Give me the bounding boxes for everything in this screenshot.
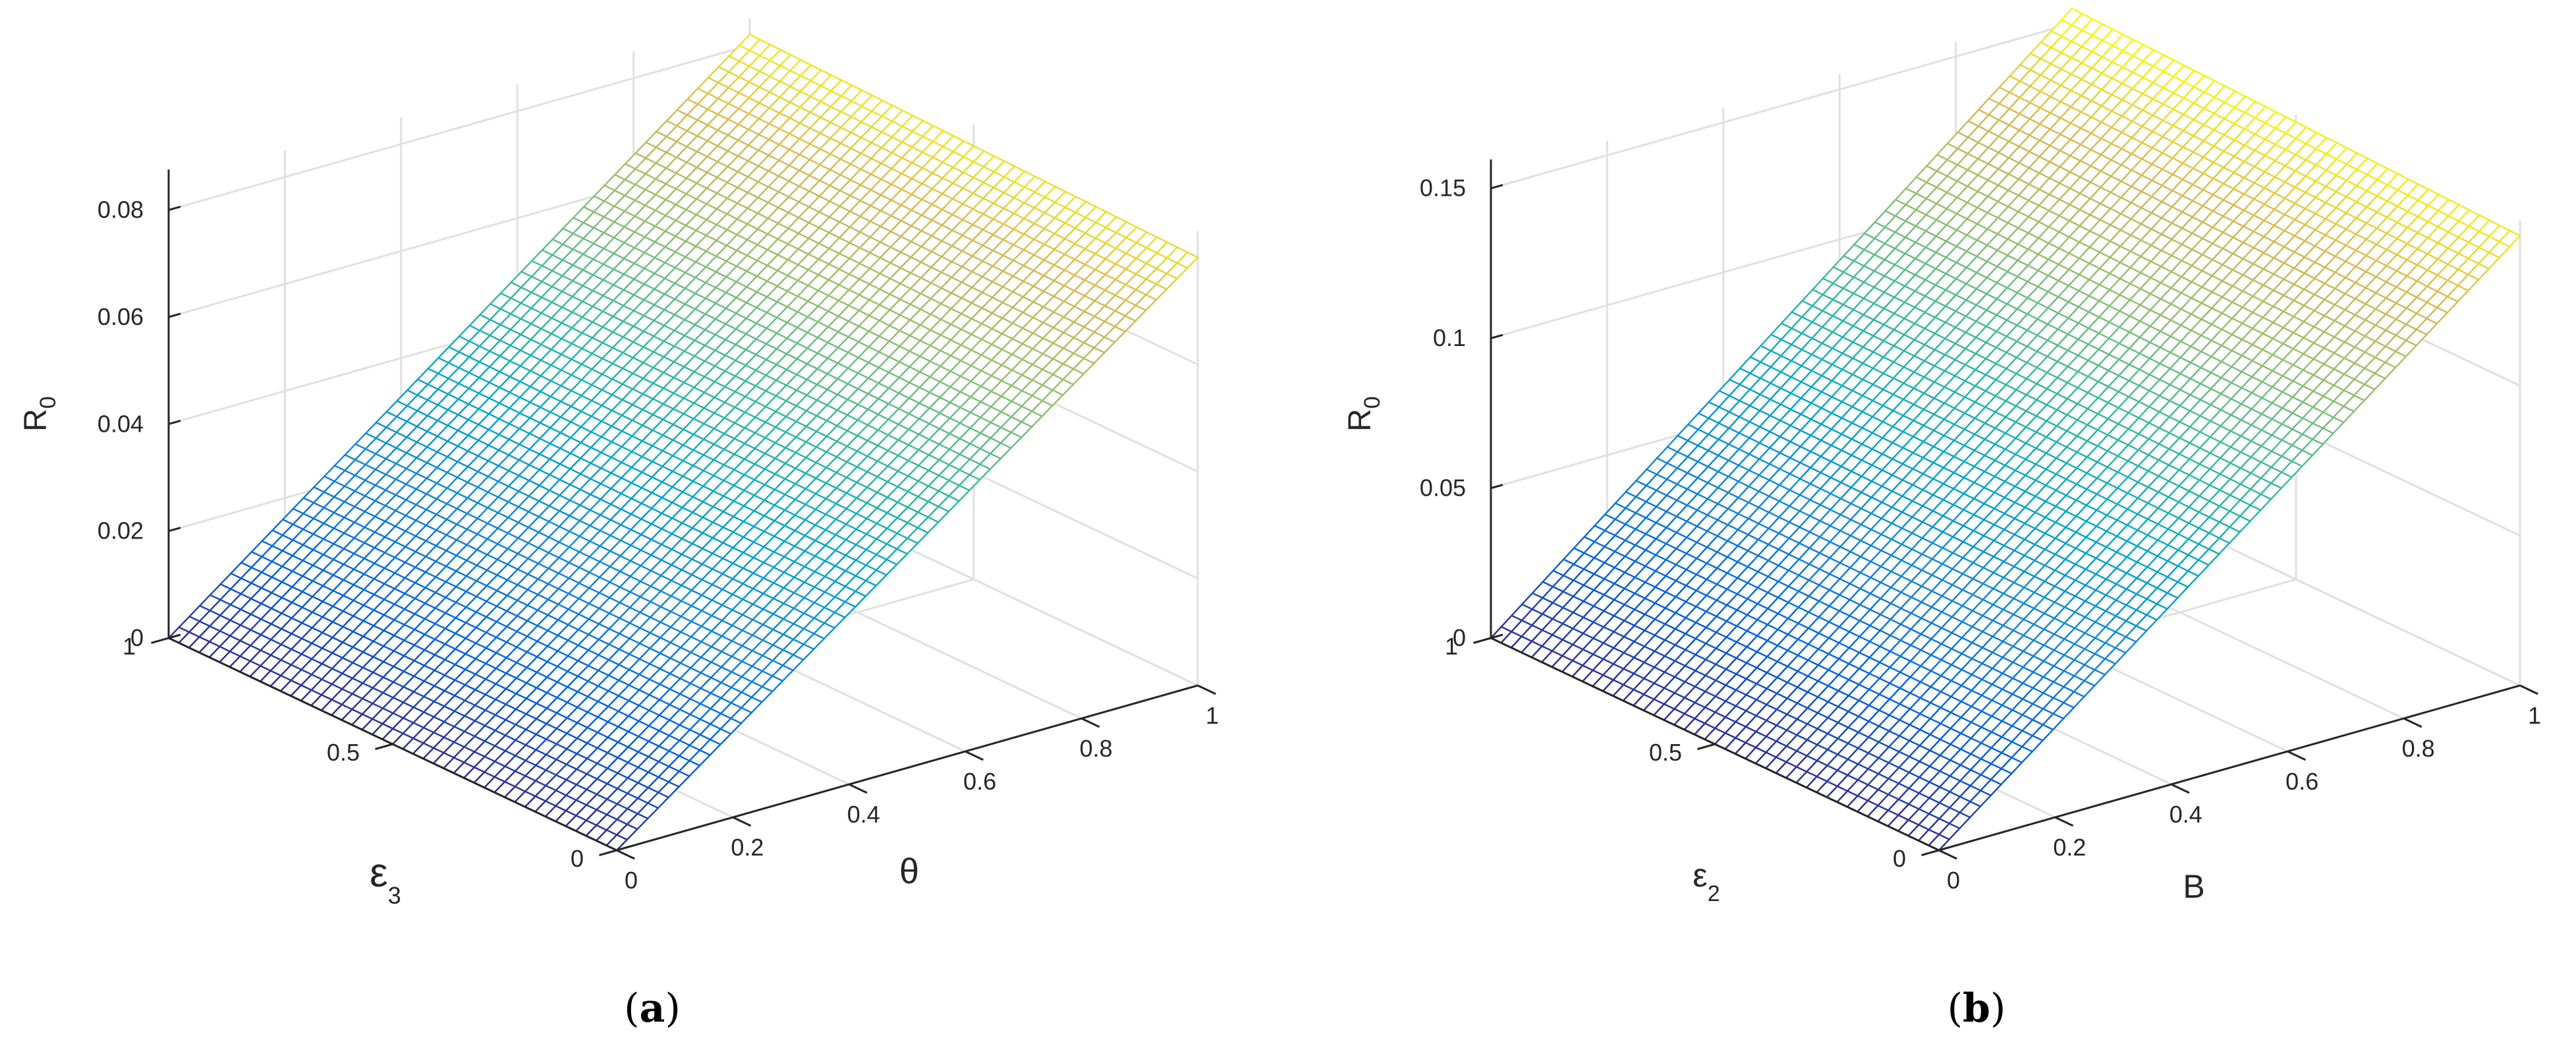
x-tick: [616, 849, 635, 860]
z-tick: [168, 419, 181, 425]
caption-a: (a): [624, 985, 681, 1032]
z-tick-label: 0.06: [98, 303, 144, 330]
y-tick-label: 0: [571, 845, 584, 872]
x-tick-label: 0.2: [731, 834, 764, 861]
x-tick-label: 1: [1206, 702, 1219, 729]
z-tick-label: 0.04: [98, 410, 144, 437]
x-tick-label: 0.6: [963, 768, 996, 795]
z-tick: [168, 527, 181, 533]
x-axis-label-a: θ: [899, 852, 919, 891]
x-tick-label: 0: [625, 867, 638, 894]
y-axis-label-a: ε3: [370, 850, 401, 909]
x-axis-line: [616, 684, 1198, 852]
z-tick-label: 0.08: [98, 196, 144, 223]
x-tick: [849, 783, 868, 794]
z-tick: [168, 206, 181, 212]
surface-mesh-a: [167, 33, 1200, 852]
x-tick: [732, 816, 752, 827]
y-tick: [375, 743, 393, 750]
x-tick: [965, 750, 984, 761]
y-tick-label: 1: [123, 633, 136, 660]
z-tick-label: 0.02: [98, 517, 144, 544]
grid-line-z-back: [168, 44, 750, 212]
x-tick-label: 0.4: [847, 801, 880, 828]
surface-cell: [1175, 251, 1200, 270]
z-tick: [168, 312, 181, 318]
y-tick: [151, 637, 169, 644]
surface-mesh-b: [1490, 7, 2521, 852]
z-axis-label-a: R0: [18, 396, 61, 432]
x-tick: [1197, 684, 1216, 695]
z-tick-label: 0: [130, 624, 144, 651]
x-tick: [1080, 717, 1100, 728]
y-tick-label: 0.5: [327, 739, 360, 766]
y-tick: [599, 849, 617, 856]
grid-line-z-back: [1490, 22, 2073, 190]
x-tick-label: 0.8: [1080, 735, 1113, 762]
z-tick: [168, 633, 181, 639]
